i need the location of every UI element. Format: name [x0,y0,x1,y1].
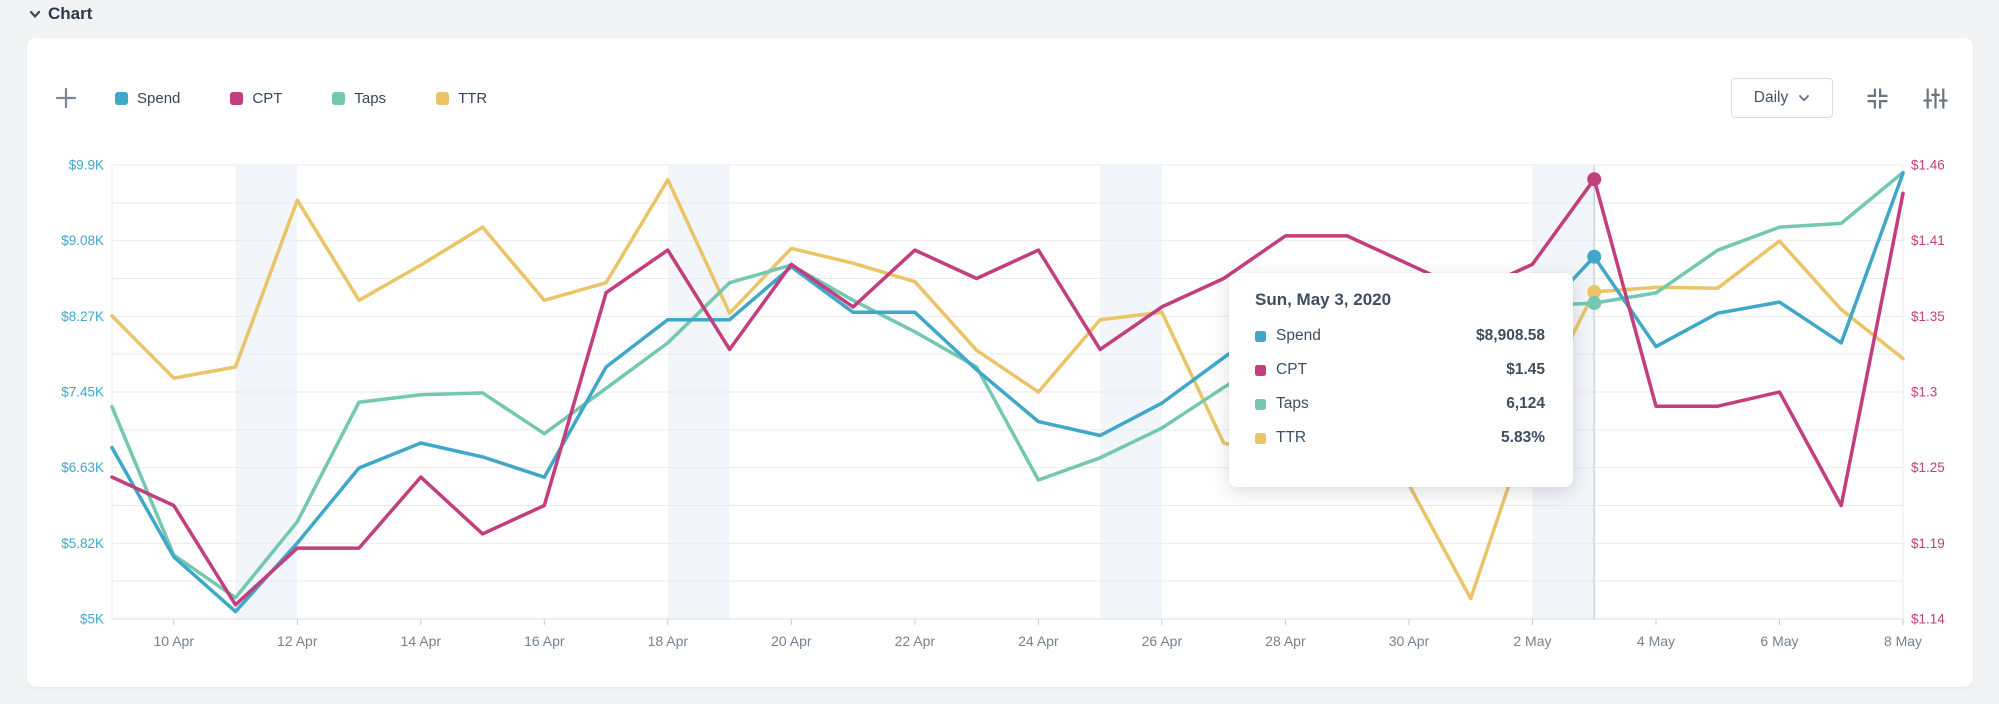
legend-label-taps: Taps [354,89,387,107]
right-axis-label: $1.46 [1911,158,1945,173]
left-axis-label: $8.27K [61,309,104,324]
left-axis-label: $5.82K [61,536,104,551]
left-axis-label: $9.9K [69,158,104,173]
chart-toolbar: Spend CPT Taps TTR Daily [51,76,1949,120]
legend-item-taps[interactable]: Taps [332,90,386,107]
x-tick-label: 18 Apr [648,633,689,649]
series-line-taps[interactable] [110,170,1905,600]
right-axis-label: $1.14 [1911,612,1945,627]
chevron-down-icon [1799,95,1810,102]
crosshair-dot-spend[interactable] [1587,249,1602,264]
x-tick-label: 12 Apr [277,633,318,649]
spend-swatch [1255,330,1266,342]
right-axis-label: $1.41 [1911,233,1945,248]
ttr-swatch [1255,432,1266,444]
chart-settings-button[interactable] [1921,84,1949,112]
sliders-icon [1922,88,1948,108]
legend-label-cpt: CPT [252,89,283,107]
chart-canvas[interactable]: 10 Apr 12 Apr 14 Apr 16 Apr 18 Apr 20 Apr 22 A… [27,38,1973,687]
x-tick-label: 20 Apr [771,633,812,649]
gridlines [111,164,1904,620]
legend-label-ttr: TTR [458,89,488,107]
chart-tooltip: Sun, May 3, 2020 Spend $8,908.58 CPT $1.… [1229,273,1573,487]
ttr-swatch [436,91,450,105]
legend: Spend CPT Taps TTR [115,90,487,107]
x-tick-label: 10 Apr [154,633,195,649]
x-tick-label: 2 May [1513,633,1551,649]
left-axis-label: $7.45K [61,385,104,400]
x-axis: 10 Apr 12 Apr 14 Apr 16 Apr 18 Apr 20 Apr 22 A… [154,619,1922,649]
crosshair-dot-taps[interactable] [1587,296,1602,311]
legend-item-spend[interactable]: Spend [115,90,180,107]
crosshair-dot-cpt[interactable] [1587,172,1602,187]
x-tick-label: 22 Apr [895,633,936,649]
tooltip-row-taps: Taps 6,124 [1255,387,1545,421]
right-axis-label: $1.25 [1911,460,1945,475]
tooltip-row-cpt: CPT $1.45 [1255,353,1545,387]
right-axis-label: $1.3 [1911,385,1937,400]
x-tick-label: 28 Apr [1265,633,1306,649]
tooltip-rows: Spend $8,908.58 CPT $1.45 Taps 6,124 TTR… [1255,319,1545,455]
cpt-swatch [1255,364,1266,376]
legend-item-ttr[interactable]: TTR [436,90,487,107]
x-tick-label: 14 Apr [401,633,442,649]
chart-card: 10 Apr 12 Apr 14 Apr 16 Apr 18 Apr 20 Apr 22 A… [27,38,1973,687]
tooltip-row-spend: Spend $8,908.58 [1255,319,1545,353]
series-line-spend[interactable] [110,171,1905,614]
plus-icon [55,87,77,109]
right-axis: $1.46 $1.41 $1.35 $1.3 $1.25 $1.19 $1.14 [1911,158,1945,627]
period-select-value: Daily [1753,89,1789,106]
x-tick-label: 26 Apr [1142,633,1183,649]
taps-swatch [1255,398,1266,410]
left-axis: $9.9K $9.08K $8.27K $7.45K $6.63K $5.82K $5K [61,158,104,627]
taps-swatch [332,91,346,105]
x-tick-label: 16 Apr [524,633,565,649]
right-axis-label: $1.35 [1911,309,1945,324]
series-line-ttr[interactable] [110,178,1905,601]
x-tick-label: 8 May [1884,633,1922,649]
right-axis-label: $1.19 [1911,536,1945,551]
page-title: Chart [48,4,93,23]
x-tick-label: 30 Apr [1389,633,1430,649]
collapse-chevron-icon[interactable] [28,7,42,21]
series-line-cpt[interactable] [110,177,1905,607]
collapse-chart-button[interactable] [1863,84,1891,112]
section-header: Chart [28,4,92,24]
left-axis-label: $9.08K [61,233,104,248]
left-axis-label: $6.63K [61,460,104,475]
x-tick-label: 4 May [1637,633,1675,649]
spend-swatch [115,91,128,105]
cpt-swatch [230,91,244,105]
compress-icon [1867,88,1887,108]
legend-item-cpt[interactable]: CPT [230,90,282,107]
toolbar-right: Daily [1731,78,1949,118]
period-select[interactable]: Daily [1731,78,1833,118]
x-tick-label: 6 May [1760,633,1798,649]
tooltip-date: Sun, May 3, 2020 [1255,290,1392,309]
crosshair-dot-ttr[interactable] [1587,284,1602,299]
x-tick-label: 24 Apr [1018,633,1059,649]
add-metric-button[interactable] [51,83,81,113]
left-axis-label: $5K [80,612,104,627]
tooltip-row-ttr: TTR 5.83% [1255,421,1545,455]
legend-label-spend: Spend [137,89,181,107]
